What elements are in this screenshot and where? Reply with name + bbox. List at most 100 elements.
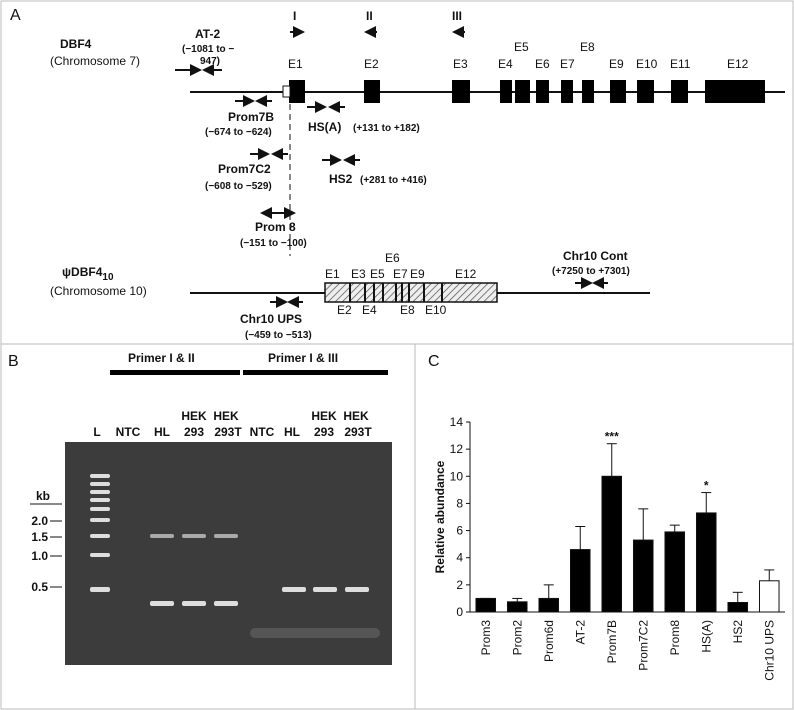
primer-range: (+7250 to +7301) xyxy=(552,266,630,277)
exon-label: E6 xyxy=(385,251,400,265)
lane-label: 293 xyxy=(314,425,334,439)
exon-label: E7 xyxy=(393,267,408,281)
group-label: Primer I & II xyxy=(128,351,195,365)
exon-label: E5 xyxy=(514,40,529,54)
y-axis-label: Relative abundance xyxy=(433,460,447,573)
panel-label: C xyxy=(428,353,440,370)
x-tick-label: Prom8 xyxy=(668,620,682,656)
primer-site: I xyxy=(293,9,296,23)
exon-label: E2 xyxy=(364,57,379,71)
exon-label: E10 xyxy=(636,57,658,71)
x-tick-label: Chr10 UPS xyxy=(762,620,776,681)
size-unit: kb xyxy=(36,489,50,503)
x-tick-label: Prom7C2 xyxy=(636,620,650,671)
exon-label: E12 xyxy=(727,57,749,71)
lane-label: NTC xyxy=(116,425,141,439)
size-label: 1.5 xyxy=(31,530,48,544)
primer-name: Prom 8 xyxy=(255,220,296,234)
lane-label: 293 xyxy=(184,425,204,439)
panel-label: A xyxy=(10,7,21,24)
y-tick-label: 6 xyxy=(456,524,463,538)
x-tick-label: Prom7B xyxy=(605,620,619,663)
group-label: Primer I & III xyxy=(268,351,338,365)
lane-label: 293T xyxy=(344,425,372,439)
exon-label: E9 xyxy=(410,267,425,281)
exon-label: E11 xyxy=(670,57,691,71)
lane-label: HEK xyxy=(213,409,239,423)
size-label: 2.0 xyxy=(31,514,48,528)
bar xyxy=(601,475,623,613)
significance: * xyxy=(704,479,709,493)
gene-name: DBF4 xyxy=(60,37,92,51)
primer-name: Chr10 UPS xyxy=(240,312,302,326)
bar xyxy=(695,512,717,613)
panel-b: B Primer I & II Primer I & III L NTC HL … xyxy=(8,351,392,665)
pseudogene-box xyxy=(324,282,498,303)
lane-label: HEK xyxy=(181,409,207,423)
primer-name: HS(A) xyxy=(308,120,341,134)
bar xyxy=(475,597,497,613)
x-tick-label: HS(A) xyxy=(699,620,713,653)
exon-label: E3 xyxy=(453,57,468,71)
exon-label: E9 xyxy=(609,57,624,71)
primer-range: (−674 to −624) xyxy=(205,127,272,138)
pseudo-exon-labels: E1 E2 E3 E4 E5 E6 E7 E8 E9 E10 E12 xyxy=(325,251,477,317)
exon-label: E4 xyxy=(498,57,513,71)
gel-bands xyxy=(90,474,380,638)
primer-name: AT-2 xyxy=(195,27,220,41)
exon-label: E7 xyxy=(560,57,575,71)
exon-label: E3 xyxy=(351,267,366,281)
pseudogene-name: ψDBF410 xyxy=(62,265,114,283)
exon-label: E12 xyxy=(455,267,477,281)
bar xyxy=(727,602,749,613)
lane-label: HEK xyxy=(311,409,337,423)
panel-a: A DBF4 (Chromosome 7) AT-2 (−1081 to − 9… xyxy=(10,7,785,341)
chromosome: (Chromosome 7) xyxy=(50,54,140,68)
size-label: 1.0 xyxy=(31,549,48,563)
exon-label: E2 xyxy=(337,303,352,317)
primer-range: (−608 to −529) xyxy=(205,181,272,192)
gel xyxy=(65,442,392,665)
exon-label: E5 xyxy=(370,267,385,281)
exon-label: E10 xyxy=(425,303,447,317)
bar xyxy=(569,549,591,613)
exon-boxes xyxy=(289,80,765,103)
chromosome: (Chromosome 10) xyxy=(50,284,147,298)
subscript: 10 xyxy=(102,272,114,283)
primer-range: (+281 to +416) xyxy=(360,175,427,186)
x-tick-label: Prom2 xyxy=(510,620,524,656)
bar xyxy=(538,597,560,613)
bar xyxy=(758,580,780,613)
utr xyxy=(282,85,291,98)
x-tick-label: Prom3 xyxy=(479,620,493,656)
lane-label: HL xyxy=(284,425,300,439)
group-bar xyxy=(243,370,388,375)
x-tick-label: Prom6d xyxy=(542,620,556,662)
panel-label: B xyxy=(8,353,19,370)
name: ψDBF4 xyxy=(62,265,103,279)
lane-label: HL xyxy=(154,425,170,439)
exon-label: E4 xyxy=(362,303,377,317)
lane-label: L xyxy=(93,425,100,439)
primer-range: (−151 to −100) xyxy=(240,238,307,249)
lane-label: 293T xyxy=(214,425,242,439)
group-bar xyxy=(110,370,240,375)
primer-name: Chr10 Cont xyxy=(563,249,628,263)
primer-range: (−1081 to − xyxy=(182,44,234,55)
significance: *** xyxy=(605,430,619,444)
size-label: 0.5 xyxy=(31,580,48,594)
primer-name: HS2 xyxy=(329,172,353,186)
primer-range: 947) xyxy=(200,56,220,67)
exon-label: E6 xyxy=(535,57,550,71)
exon-label: E8 xyxy=(400,303,415,317)
y-tick-label: 2 xyxy=(456,578,463,592)
size-ticks xyxy=(50,520,62,588)
y-tick-label: 12 xyxy=(450,442,464,456)
lane-labels: L NTC HL HEK 293 HEK 293T NTC HL HEK 293… xyxy=(93,409,372,439)
x-tick-label: HS2 xyxy=(731,620,745,644)
exon-label: E1 xyxy=(288,57,303,71)
primer-arrows xyxy=(175,26,608,308)
exon-dividers xyxy=(349,283,443,302)
